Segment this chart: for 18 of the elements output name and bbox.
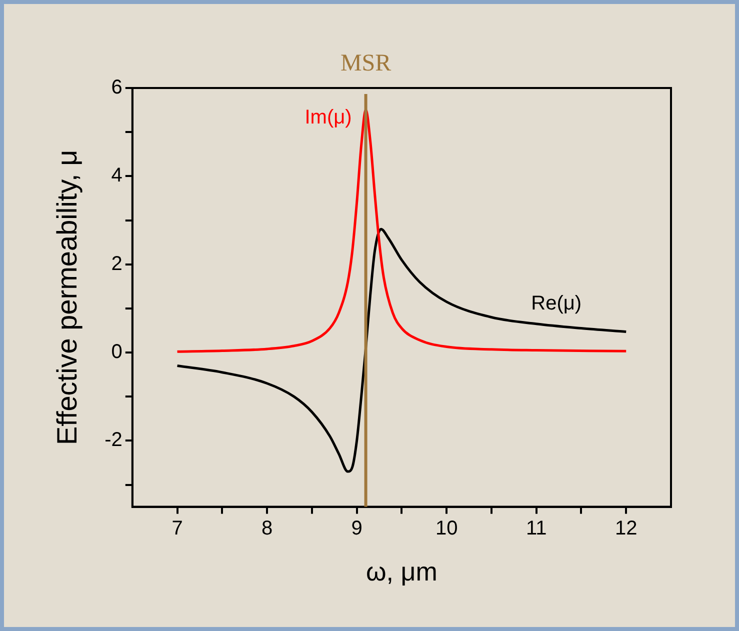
line-series [176, 108, 628, 353]
y-tick-label: 0 [111, 341, 122, 364]
ref-line-label: MSR [340, 50, 392, 76]
y-tick-label: 2 [111, 252, 122, 275]
series-label: Im(μ) [304, 106, 352, 129]
x-tick-label: 10 [435, 517, 458, 540]
y-tick-label: 6 [111, 76, 122, 99]
y-axis-title: Effective permeability, μ [52, 150, 83, 446]
series-label: Re(μ) [531, 292, 582, 314]
x-tick-label: 11 [526, 517, 547, 540]
y-tick-label: -2 [104, 429, 122, 452]
line-series [176, 228, 628, 473]
x-tick-label: 9 [351, 517, 362, 540]
x-axis-title: ω, μm [366, 556, 438, 587]
x-tick-label: 7 [172, 517, 183, 540]
x-tick-label: 12 [614, 517, 638, 540]
y-tick-label: 4 [111, 164, 122, 187]
x-tick-label: 8 [261, 517, 273, 540]
